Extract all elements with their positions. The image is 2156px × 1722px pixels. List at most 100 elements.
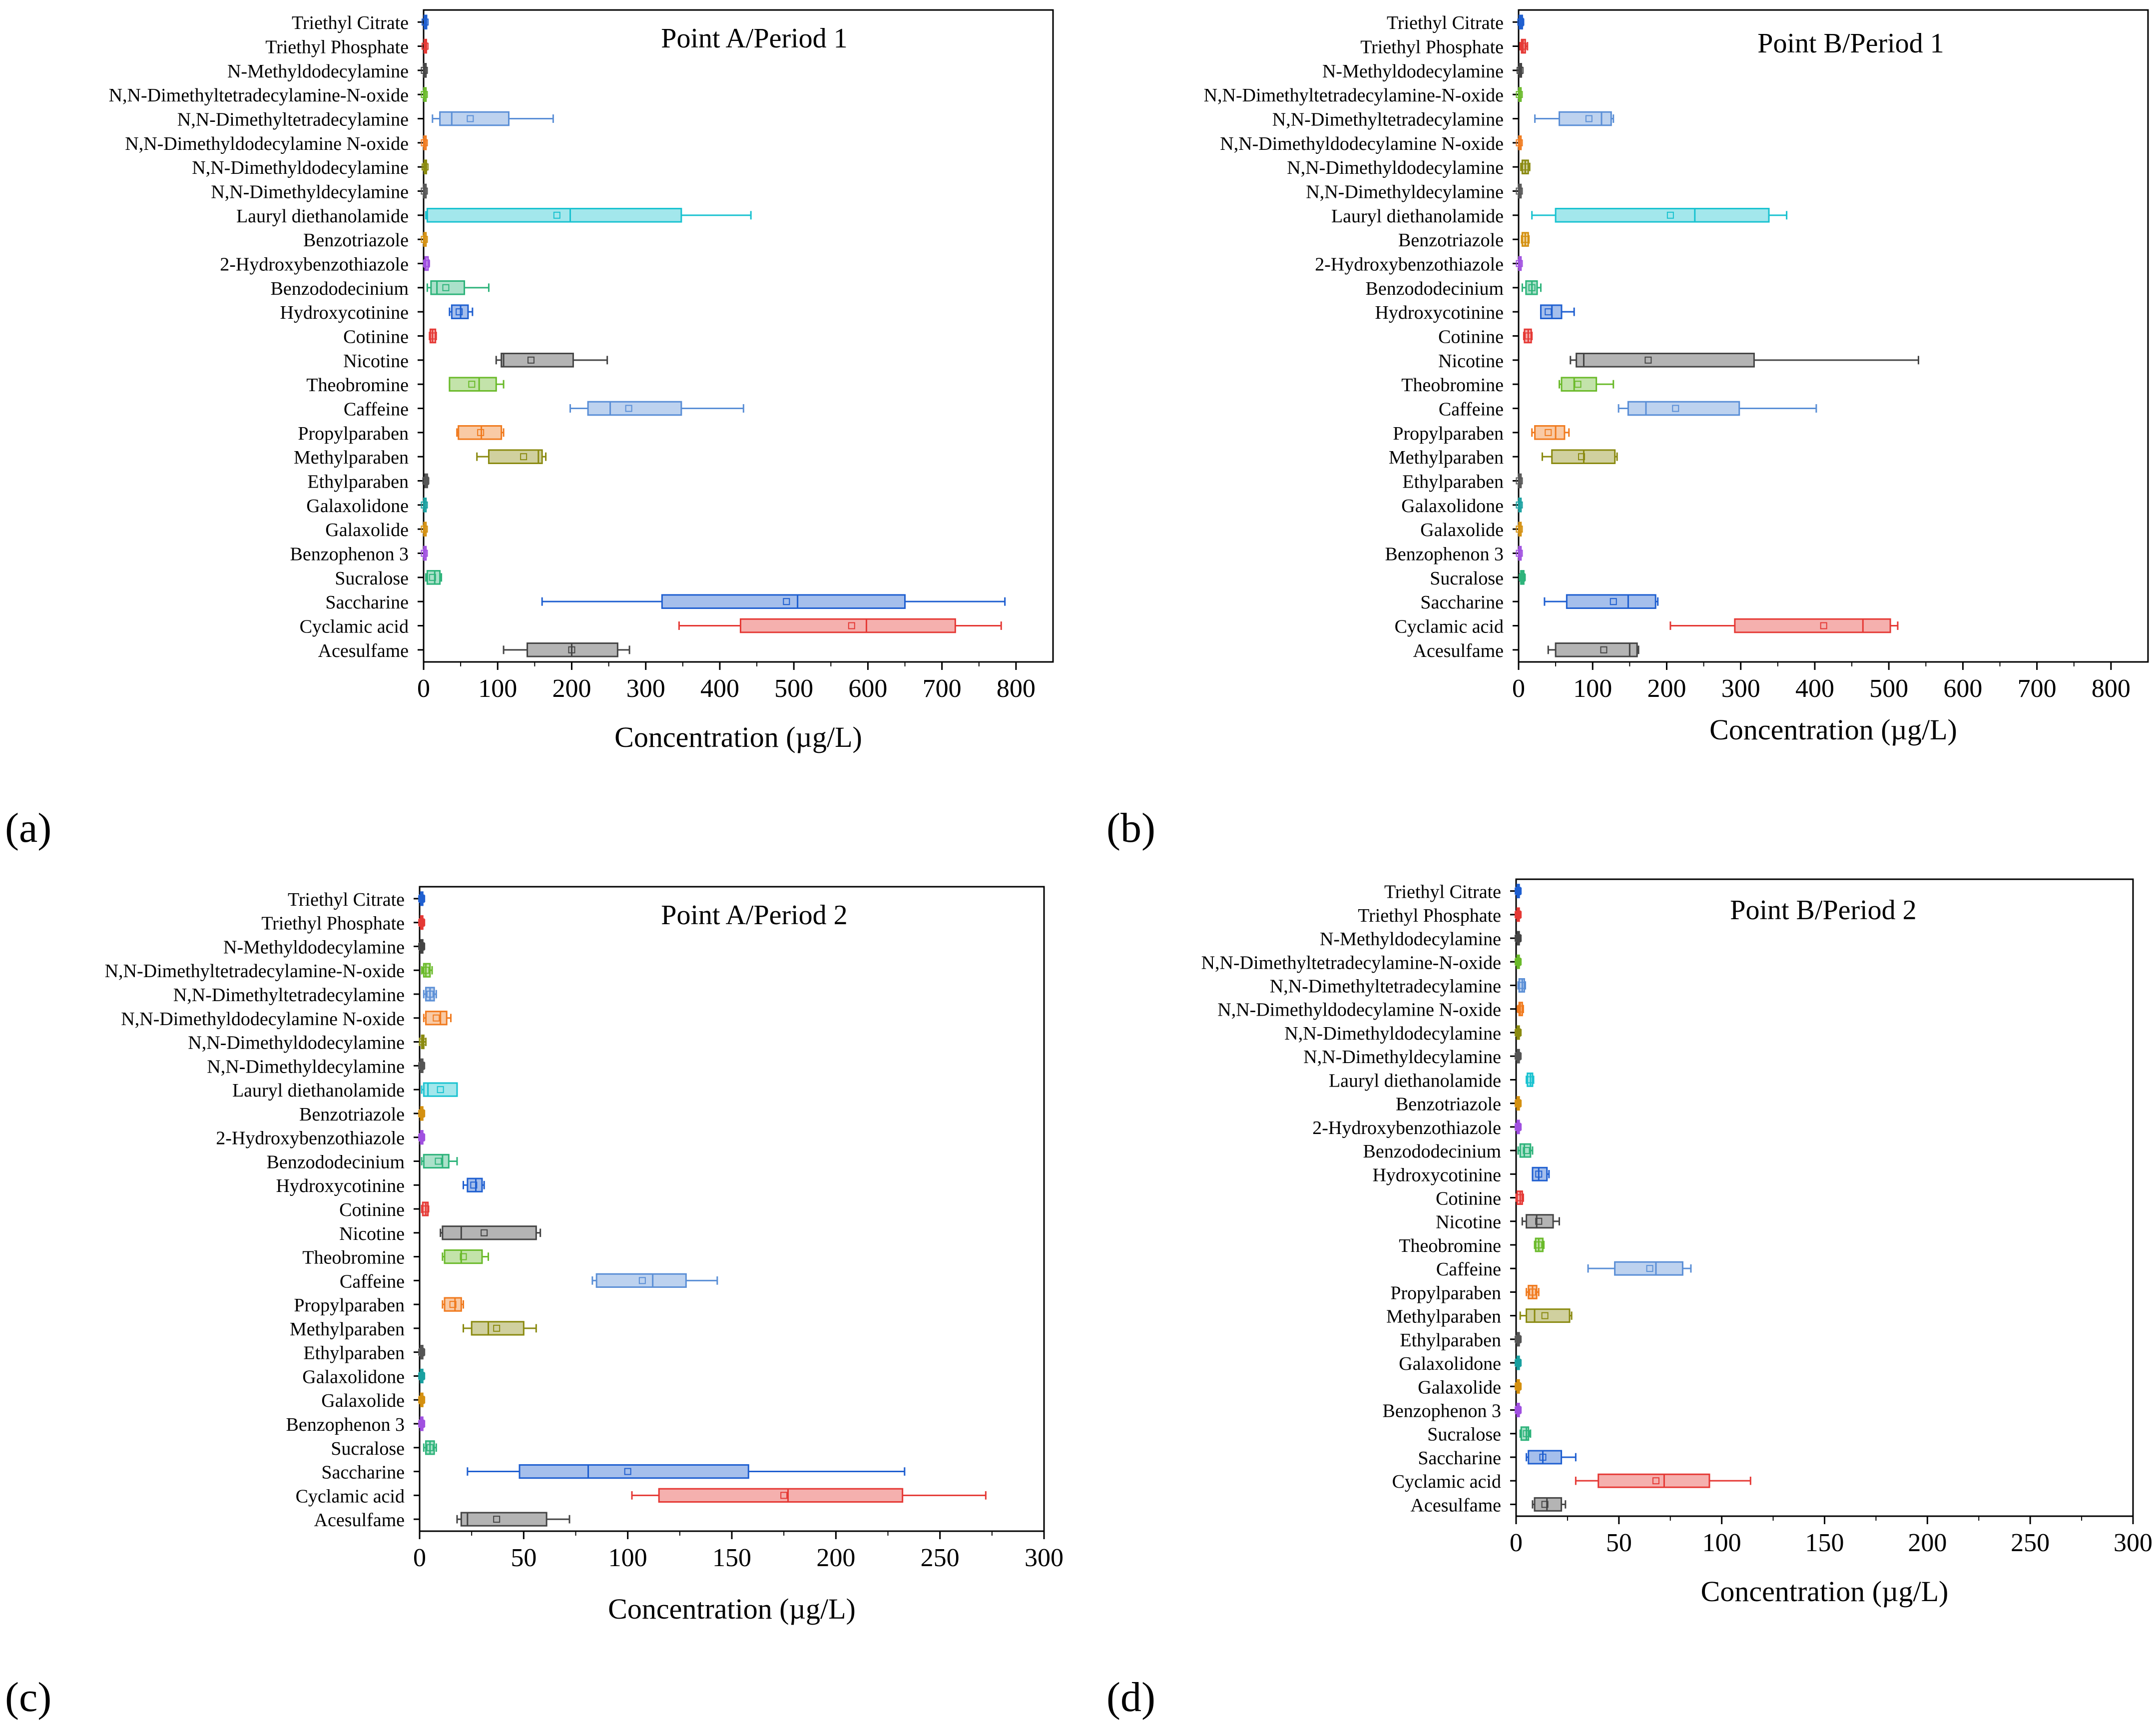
box-theobromine (1534, 1237, 1545, 1252)
y-category-label: Hydroxycotinine (276, 1175, 405, 1196)
panel-tag: (b) (1106, 805, 1155, 851)
box-methylparaben (463, 1321, 537, 1336)
y-category-label: Caffeine (344, 399, 409, 420)
y-category-label: Saccharine (321, 1462, 405, 1483)
mean-marker (418, 943, 426, 950)
mean-marker (418, 1110, 426, 1117)
y-category-label: N,N-Dimethyldodecylamine (192, 157, 409, 178)
box-galaxolide (1516, 522, 1523, 537)
y-category-label: Lauryl diethanolamide (232, 1080, 405, 1101)
mean-marker (625, 405, 632, 412)
box-cyclamic-acid (1575, 1473, 1751, 1488)
box-triethyl-citrate (1515, 884, 1522, 899)
mean-marker (1515, 1100, 1522, 1107)
box-galaxolide (421, 522, 428, 537)
y-category-label: Lauryl diethanolamide (1329, 1070, 1501, 1091)
box-benzophenon-3 (1515, 1403, 1522, 1417)
x-tick-label: 500 (1869, 674, 1908, 703)
y-category-label: Sucralose (335, 568, 409, 589)
iqr-box (1598, 1473, 1710, 1488)
box-caffeine (1617, 401, 1817, 416)
mean-marker (1519, 42, 1527, 50)
x-tick-label: 200 (1647, 674, 1686, 703)
mean-marker (1585, 115, 1593, 122)
y-category-label: N,N-Dimethyltetradecylamine-N-oxide (1201, 952, 1501, 973)
y-category-label: Benzotriazole (1396, 1094, 1501, 1115)
mean-marker (1523, 1147, 1530, 1154)
box-triethyl-phosphate (1519, 38, 1529, 54)
y-category-label: Triethyl Phosphate (1360, 37, 1504, 58)
box-n-methyldodecylamine (1515, 931, 1522, 946)
y-category-label: N-Methyldodecylamine (1320, 929, 1501, 950)
x-axis-label: Concentration (µg/L) (608, 1593, 856, 1625)
x-tick-label: 200 (1908, 1529, 1947, 1557)
box-benzophenon-3 (418, 1416, 426, 1431)
y-category-label: Propylparaben (1390, 1282, 1501, 1303)
mean-marker (1574, 381, 1582, 388)
y-category-label: Methylparaben (290, 1319, 405, 1340)
mean-marker (1519, 574, 1526, 581)
mean-marker (638, 1277, 646, 1284)
x-tick-label: 100 (608, 1544, 647, 1572)
y-category-label: N,N-Dimethyltetradecylamine (1270, 976, 1501, 997)
iqr-box (1561, 377, 1598, 392)
y-category-label: Triethyl Phosphate (265, 37, 409, 58)
mean-marker (624, 1468, 631, 1475)
mean-marker (527, 356, 535, 364)
box-benzododecinium (1517, 1143, 1534, 1158)
box-benzotriazole (1515, 1096, 1522, 1111)
y-category-label: N,N-Dimethyldodecylamine (1284, 1023, 1501, 1044)
box-caffeine (591, 1273, 718, 1288)
y-category-label: Theobromine (1401, 375, 1504, 396)
box-n-n-dimethyldecylamine (1516, 183, 1523, 199)
y-category-label: Cyclamic acid (1392, 1471, 1501, 1492)
iqr-box (471, 1321, 525, 1336)
y-category-label: Galaxolidone (306, 496, 409, 517)
mean-marker (421, 66, 428, 74)
mean-marker (1515, 887, 1522, 895)
y-category-label: N,N-Dimethyltetradecylamine (173, 985, 405, 1006)
box-n-methyldodecylamine (418, 939, 426, 954)
box-theobromine (442, 1249, 489, 1264)
iqr-box (1528, 1450, 1563, 1465)
iqr-box (1534, 425, 1566, 440)
iqr-box (458, 425, 503, 440)
mean-marker (442, 284, 450, 291)
box-sucralose (425, 570, 443, 585)
y-category-label: Triethyl Citrate (288, 889, 405, 910)
mean-marker (1535, 1241, 1543, 1248)
box-benzotriazole (1521, 232, 1530, 247)
y-category-label: Ethylparaben (307, 472, 409, 493)
mean-marker (422, 477, 430, 485)
mean-marker (780, 1492, 788, 1499)
y-category-label: N,N-Dimethyltetradecylamine (177, 109, 409, 130)
x-axis-label: Concentration (µg/L) (614, 721, 862, 753)
y-category-label: N,N-Dimethyltetradecylamine-N-oxide (105, 961, 405, 982)
box-lauryl-diethanolamide (1531, 208, 1788, 223)
y-category-label: Saccharine (1420, 592, 1504, 613)
mean-marker (422, 967, 430, 974)
iqr-box (444, 1249, 483, 1264)
iqr-box (1520, 1426, 1530, 1441)
box-benzotriazole (421, 232, 428, 247)
y-category-label: N,N-Dimethyltetradecylamine (1272, 109, 1504, 130)
iqr-box (449, 377, 497, 392)
mean-marker (1525, 332, 1532, 340)
x-tick-label: 250 (921, 1544, 960, 1572)
mean-marker (421, 91, 428, 98)
y-category-label: Galaxolide (1420, 520, 1504, 541)
box-lauryl-diethanolamide (421, 1082, 458, 1097)
box-n-n-dimethyltetradecylamine (1534, 111, 1615, 126)
mean-marker (1672, 405, 1679, 412)
iqr-box (1734, 618, 1891, 633)
mean-marker (1516, 91, 1523, 98)
y-category-label: N-Methyldodecylamine (227, 61, 409, 82)
panel-title: Point A/Period 2 (661, 900, 847, 931)
mean-marker (421, 526, 428, 533)
y-category-label: N,N-Dimethyldecylamine (1306, 182, 1504, 203)
x-tick-label: 400 (700, 674, 739, 703)
y-category-label: Theobromine (1399, 1235, 1501, 1256)
y-category-label: N,N-Dimethyldodecylamine N-oxide (125, 133, 409, 154)
mean-marker (1522, 163, 1529, 171)
